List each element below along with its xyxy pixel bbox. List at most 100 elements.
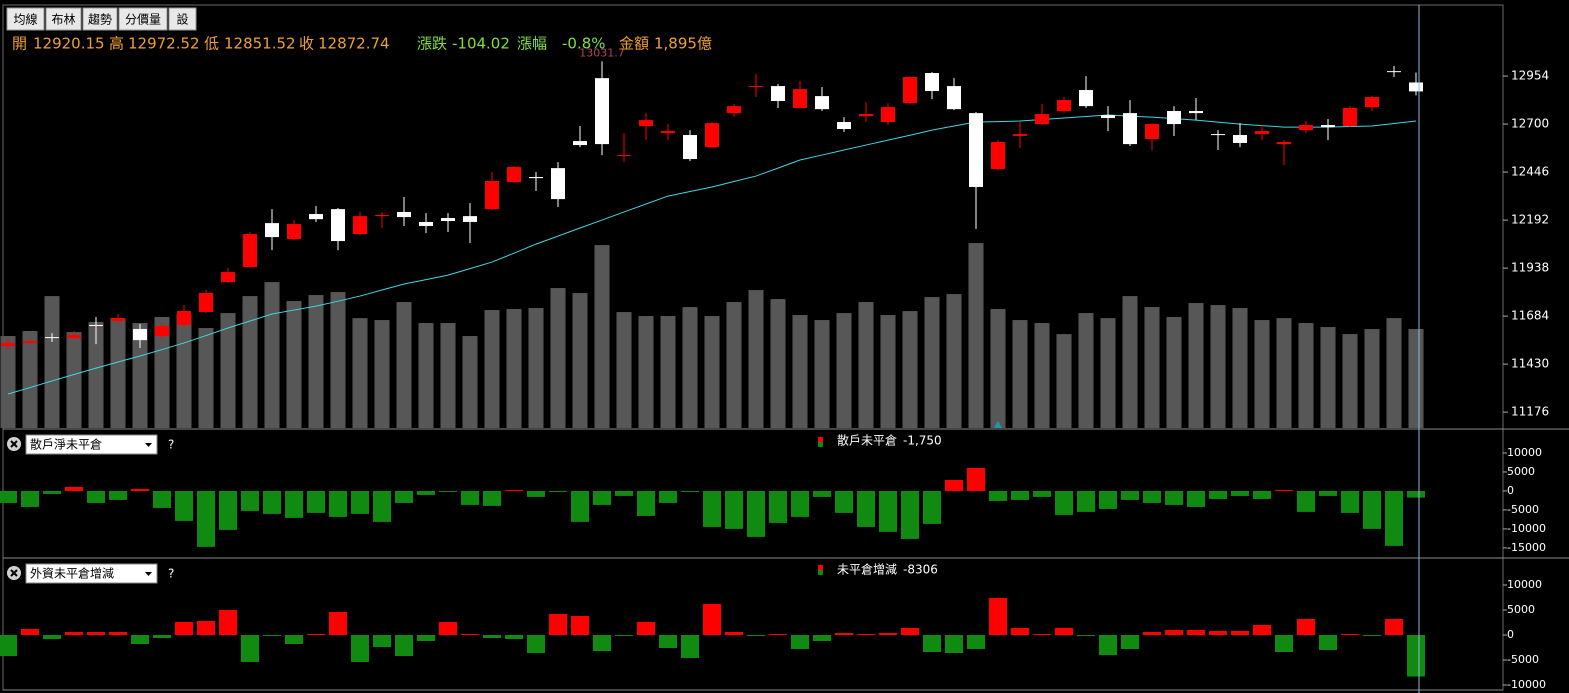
volume-bar bbox=[220, 313, 236, 428]
volume-bar bbox=[550, 288, 566, 428]
bar bbox=[175, 490, 193, 521]
button-label[interactable]: 均線 bbox=[13, 12, 37, 27]
button[interactable] bbox=[82, 7, 118, 31]
dropdown-label[interactable]: 外資未平倉增減 bbox=[30, 566, 114, 581]
candle-body bbox=[705, 123, 719, 148]
candle-body bbox=[397, 211, 411, 218]
y-tick-label: -15000 bbox=[1507, 541, 1546, 554]
bar bbox=[1165, 630, 1183, 635]
low-value: 12851.52 bbox=[224, 35, 296, 53]
bar bbox=[1407, 490, 1425, 498]
button-label[interactable]: 趨勢 bbox=[88, 12, 112, 27]
candle-body bbox=[485, 180, 499, 210]
bar bbox=[879, 633, 897, 635]
bar bbox=[1099, 490, 1117, 509]
candle-body bbox=[837, 121, 851, 129]
candle-body bbox=[375, 214, 389, 217]
candle-body bbox=[551, 168, 565, 200]
bar bbox=[1275, 489, 1293, 491]
amount-value: 1,895億 bbox=[654, 35, 712, 53]
bar bbox=[1253, 490, 1271, 499]
dropdown[interactable] bbox=[25, 434, 158, 455]
bar bbox=[901, 628, 919, 635]
legend-name: 未平倉增減 bbox=[837, 562, 897, 577]
bar bbox=[1341, 490, 1359, 513]
y-tick-label: -10000 bbox=[1507, 522, 1546, 535]
button[interactable] bbox=[168, 7, 197, 31]
bar bbox=[1033, 634, 1051, 635]
dropdown-label[interactable]: 散戶淨未平倉 bbox=[30, 437, 102, 452]
volume-bar bbox=[22, 331, 38, 428]
button-label[interactable]: 設 bbox=[176, 12, 188, 27]
info-line: 開 12920.15 高 12972.52 低 12851.52 收 12872… bbox=[12, 35, 712, 53]
bar bbox=[923, 490, 941, 524]
bar bbox=[615, 490, 633, 496]
bar bbox=[549, 490, 567, 492]
help[interactable]: ? bbox=[168, 438, 174, 452]
bar bbox=[945, 635, 963, 653]
bar bbox=[703, 490, 721, 527]
y-tick-label: 10000 bbox=[1507, 578, 1542, 591]
candle-body bbox=[1321, 125, 1335, 128]
bar bbox=[1143, 490, 1161, 503]
dropdown-arrow bbox=[145, 443, 152, 447]
bar bbox=[769, 634, 787, 635]
bar bbox=[835, 633, 853, 635]
button[interactable] bbox=[6, 7, 45, 31]
candle-body bbox=[1255, 131, 1269, 135]
candle-body bbox=[573, 141, 587, 146]
bar bbox=[923, 635, 941, 652]
volume-bar bbox=[1276, 318, 1292, 428]
volume-bar bbox=[1364, 329, 1380, 428]
candle-body bbox=[1365, 97, 1379, 108]
bar bbox=[175, 622, 193, 635]
bar bbox=[153, 635, 171, 638]
bar bbox=[263, 635, 281, 636]
high-label: 13031.7 bbox=[579, 46, 625, 59]
change-value: -104.02 bbox=[452, 35, 510, 53]
candle-body bbox=[859, 114, 873, 117]
candle-body bbox=[23, 341, 37, 343]
volume-bar bbox=[1408, 329, 1424, 428]
candle-body bbox=[67, 335, 81, 339]
volume-bar bbox=[1320, 327, 1336, 428]
y-tick-label: 12446 bbox=[1511, 165, 1549, 179]
volume-bar bbox=[902, 311, 918, 428]
toolbar: 均線 布林 趨勢 分價量 設 bbox=[6, 7, 197, 31]
bar bbox=[197, 621, 215, 635]
candle-body bbox=[1, 342, 15, 346]
bar bbox=[967, 467, 985, 491]
bar bbox=[1385, 490, 1403, 546]
volume-bar bbox=[704, 316, 720, 428]
button[interactable] bbox=[45, 7, 82, 31]
button[interactable] bbox=[118, 7, 168, 31]
bar bbox=[1143, 632, 1161, 635]
bar bbox=[1055, 628, 1073, 635]
dropdown[interactable] bbox=[25, 563, 158, 584]
volume-bar bbox=[330, 292, 346, 428]
y-tick-label: 11938 bbox=[1511, 261, 1549, 275]
bar bbox=[1099, 635, 1117, 655]
bar bbox=[681, 490, 699, 492]
volume-bar bbox=[506, 309, 522, 428]
candle-body bbox=[661, 131, 675, 134]
y-tick-label: 11430 bbox=[1511, 357, 1549, 371]
bar bbox=[1011, 628, 1029, 635]
bar bbox=[109, 490, 127, 500]
button-label[interactable]: 分價量 bbox=[125, 13, 161, 27]
volume-bar bbox=[638, 316, 654, 428]
candle-body bbox=[969, 113, 983, 188]
bar bbox=[329, 612, 347, 635]
bar bbox=[1253, 625, 1271, 635]
bar bbox=[395, 635, 413, 656]
bar bbox=[769, 490, 787, 523]
bar bbox=[109, 632, 127, 635]
candle-body bbox=[111, 317, 125, 322]
candle-body bbox=[199, 293, 213, 312]
ma-line bbox=[7, 114, 1417, 395]
button-label[interactable]: 布林 bbox=[51, 13, 75, 27]
candle-body bbox=[991, 142, 1005, 170]
help[interactable]: ? bbox=[168, 567, 174, 581]
bar bbox=[219, 490, 237, 530]
bar bbox=[307, 490, 325, 513]
